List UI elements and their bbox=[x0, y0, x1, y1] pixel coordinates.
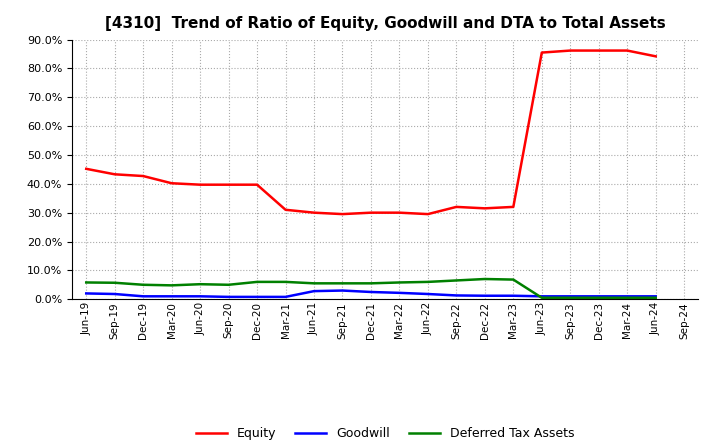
Deferred Tax Assets bbox=[652, 295, 660, 301]
Deferred Tax Assets bbox=[366, 281, 375, 286]
Goodwill bbox=[366, 290, 375, 295]
Deferred Tax Assets bbox=[595, 295, 603, 301]
Goodwill bbox=[480, 293, 489, 298]
Deferred Tax Assets bbox=[338, 281, 347, 286]
Deferred Tax Assets bbox=[167, 283, 176, 288]
Deferred Tax Assets bbox=[480, 276, 489, 282]
Deferred Tax Assets bbox=[253, 279, 261, 285]
Equity bbox=[452, 204, 461, 209]
Deferred Tax Assets bbox=[395, 280, 404, 285]
Goodwill bbox=[196, 293, 204, 299]
Goodwill bbox=[167, 293, 176, 299]
Goodwill bbox=[595, 293, 603, 299]
Deferred Tax Assets bbox=[566, 295, 575, 301]
Goodwill bbox=[225, 294, 233, 300]
Equity bbox=[623, 48, 631, 53]
Goodwill bbox=[623, 293, 631, 299]
Deferred Tax Assets bbox=[537, 295, 546, 301]
Goodwill bbox=[110, 291, 119, 297]
Goodwill bbox=[139, 293, 148, 299]
Equity bbox=[509, 204, 518, 209]
Equity bbox=[423, 212, 432, 217]
Deferred Tax Assets bbox=[110, 280, 119, 286]
Deferred Tax Assets bbox=[82, 280, 91, 285]
Goodwill bbox=[338, 288, 347, 293]
Goodwill bbox=[423, 291, 432, 297]
Equity bbox=[595, 48, 603, 53]
Goodwill bbox=[566, 293, 575, 299]
Line: Goodwill: Goodwill bbox=[86, 290, 656, 297]
Equity bbox=[253, 182, 261, 187]
Equity bbox=[652, 54, 660, 59]
Equity bbox=[139, 173, 148, 179]
Equity bbox=[537, 50, 546, 55]
Goodwill bbox=[310, 289, 318, 294]
Goodwill bbox=[452, 293, 461, 298]
Legend: Equity, Goodwill, Deferred Tax Assets: Equity, Goodwill, Deferred Tax Assets bbox=[191, 422, 580, 440]
Equity bbox=[225, 182, 233, 187]
Deferred Tax Assets bbox=[623, 295, 631, 301]
Goodwill bbox=[253, 294, 261, 300]
Goodwill bbox=[509, 293, 518, 298]
Deferred Tax Assets bbox=[196, 282, 204, 287]
Equity bbox=[167, 180, 176, 186]
Equity bbox=[338, 212, 347, 217]
Equity bbox=[110, 172, 119, 177]
Equity bbox=[566, 48, 575, 53]
Equity bbox=[480, 205, 489, 211]
Equity bbox=[282, 207, 290, 213]
Goodwill bbox=[537, 293, 546, 299]
Goodwill bbox=[82, 291, 91, 296]
Goodwill bbox=[395, 290, 404, 296]
Deferred Tax Assets bbox=[452, 278, 461, 283]
Deferred Tax Assets bbox=[139, 282, 148, 287]
Equity bbox=[310, 210, 318, 215]
Equity bbox=[196, 182, 204, 187]
Equity bbox=[82, 166, 91, 172]
Goodwill bbox=[652, 293, 660, 299]
Deferred Tax Assets bbox=[310, 281, 318, 286]
Line: Deferred Tax Assets: Deferred Tax Assets bbox=[86, 279, 656, 298]
Deferred Tax Assets bbox=[423, 279, 432, 285]
Deferred Tax Assets bbox=[225, 282, 233, 287]
Equity bbox=[395, 210, 404, 215]
Line: Equity: Equity bbox=[86, 51, 656, 214]
Deferred Tax Assets bbox=[509, 277, 518, 282]
Goodwill bbox=[282, 294, 290, 300]
Equity bbox=[366, 210, 375, 215]
Title: [4310]  Trend of Ratio of Equity, Goodwill and DTA to Total Assets: [4310] Trend of Ratio of Equity, Goodwil… bbox=[105, 16, 665, 32]
Deferred Tax Assets bbox=[282, 279, 290, 285]
